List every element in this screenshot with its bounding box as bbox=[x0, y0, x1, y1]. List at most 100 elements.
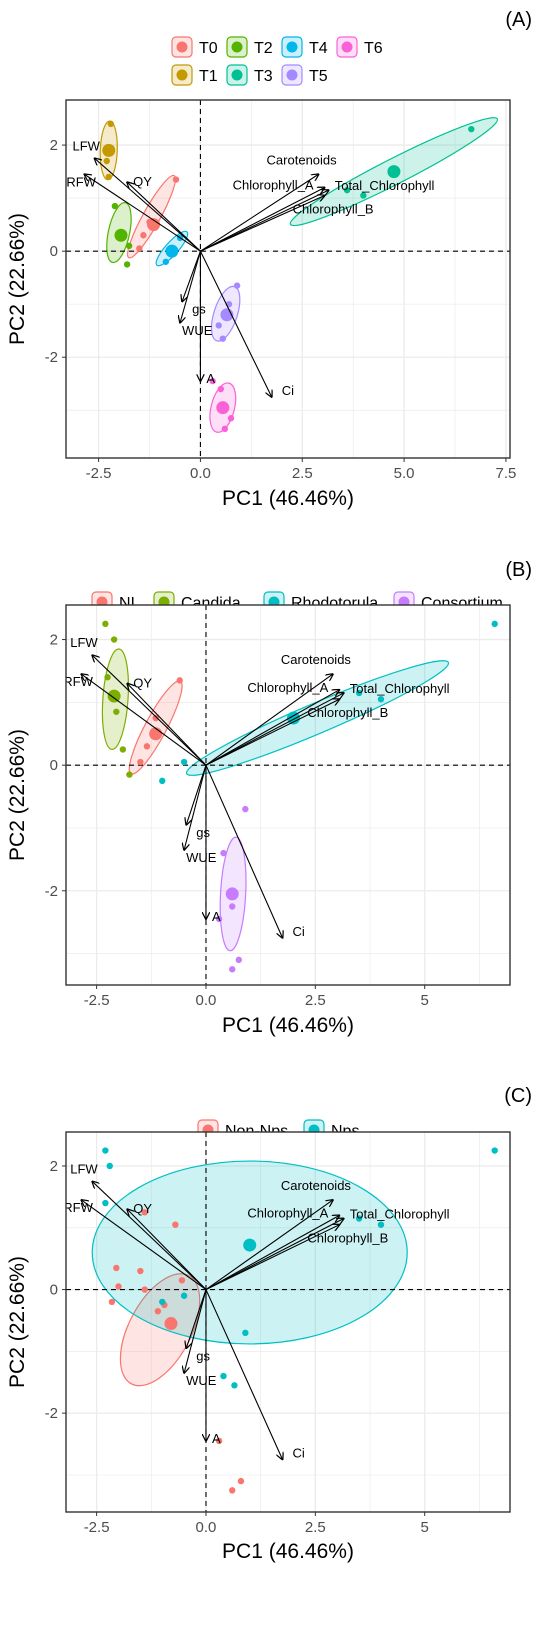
loading-arrow bbox=[205, 699, 339, 766]
centroid-t0 bbox=[147, 218, 161, 232]
centroid-non-nps bbox=[164, 1317, 178, 1331]
loading-arrow bbox=[200, 195, 324, 252]
loading-wue: WUE bbox=[184, 1289, 217, 1388]
loading-label: QY bbox=[133, 174, 152, 189]
legend-key-point bbox=[286, 41, 298, 53]
loading-wue: WUE bbox=[184, 765, 217, 865]
loading-lfw: LFW bbox=[70, 635, 207, 766]
loading-arrow bbox=[184, 1289, 207, 1373]
loading-label: QY bbox=[133, 676, 152, 691]
legend-label: T0 bbox=[199, 40, 218, 57]
point-nps bbox=[102, 1199, 109, 1207]
centroid-candida bbox=[107, 689, 121, 703]
y-axis-label: PC2 (22.66%) bbox=[6, 213, 29, 345]
pca-panel-1: (A) T0 T2 T4 T6 T1 T3 T5 LFW RFW QY Carotenoids Chlo… bbox=[6, 9, 532, 510]
loading-label: Carotenoids bbox=[281, 1178, 352, 1193]
ellipse-nps bbox=[91, 1160, 408, 1345]
loading-chlorophyll-b: Chlorophyll_B bbox=[205, 699, 388, 766]
point-non-nps bbox=[141, 1209, 148, 1216]
x-tick-label: 5 bbox=[421, 992, 429, 1009]
loading-rfw: RFW bbox=[66, 174, 201, 252]
loading-arrow bbox=[92, 1181, 207, 1290]
x-tick-label: -2.5 bbox=[84, 992, 110, 1009]
loading-label: Chlorophyll_B bbox=[293, 201, 374, 216]
loading-label: Chlorophyll_A bbox=[247, 1205, 328, 1220]
plot-border bbox=[65, 604, 511, 986]
loading-label: QY bbox=[133, 1201, 152, 1216]
point-t6 bbox=[227, 415, 235, 422]
loading-label: RFW bbox=[66, 174, 96, 189]
loading-arrow bbox=[180, 251, 201, 323]
centroid-t4 bbox=[165, 244, 179, 258]
legend-label: T3 bbox=[254, 68, 273, 85]
y-tick-label: 2 bbox=[50, 1158, 58, 1175]
point-t3 bbox=[343, 186, 351, 194]
loading-label: LFW bbox=[70, 635, 98, 650]
loading-label: Chlorophyll_A bbox=[247, 680, 328, 695]
loading-label: WUE bbox=[182, 323, 213, 338]
plot-border bbox=[65, 1131, 511, 1513]
legend: T0 T2 T4 T6 T1 T3 T5 bbox=[171, 36, 383, 86]
legend-key-point bbox=[176, 41, 188, 53]
loading-arrow bbox=[199, 250, 271, 397]
panel-label: (A) bbox=[505, 9, 532, 31]
point-t0 bbox=[136, 245, 143, 252]
loading-arrow bbox=[127, 1209, 207, 1290]
centroid-t3 bbox=[387, 165, 401, 179]
loading-chlorophyll-b: Chlorophyll_B bbox=[205, 1225, 388, 1291]
plot-border bbox=[65, 99, 511, 459]
plot-background bbox=[66, 100, 510, 458]
point-nps bbox=[159, 1298, 166, 1306]
x-axis-label: PC1 (46.46%) bbox=[222, 487, 354, 510]
loading-arrow bbox=[127, 182, 201, 252]
loading-arrow bbox=[182, 250, 201, 301]
loading-label: RFW bbox=[63, 1200, 93, 1215]
loading-label: WUE bbox=[186, 850, 217, 865]
point-non-nps bbox=[229, 1487, 236, 1494]
loading-arrow bbox=[81, 674, 207, 766]
point-candida bbox=[102, 620, 109, 628]
loading-total-chlorophyll: Total_Chlorophyll bbox=[205, 681, 450, 766]
x-tick-label: 0.0 bbox=[196, 992, 217, 1009]
loading-arrow bbox=[205, 674, 333, 766]
point-non-nps bbox=[108, 1298, 116, 1306]
point-rhodotorula bbox=[180, 758, 188, 766]
loading-label: gs bbox=[196, 825, 210, 840]
x-tick-label: 2.5 bbox=[305, 992, 326, 1009]
loading-gs: gs bbox=[186, 1289, 211, 1363]
loading-arrow bbox=[127, 684, 207, 766]
loading-label: Ci bbox=[293, 1445, 305, 1460]
point-t1 bbox=[105, 173, 112, 181]
point-t2 bbox=[111, 202, 119, 210]
centroid-consortium bbox=[225, 887, 239, 901]
loading-arrow bbox=[84, 174, 201, 252]
centroid-t2 bbox=[114, 228, 128, 242]
x-tick-label: 0.0 bbox=[190, 465, 211, 482]
loading-arrow bbox=[205, 693, 344, 766]
loading-arrow bbox=[205, 1200, 333, 1291]
ellipse-rhodotorula bbox=[185, 660, 450, 776]
point-candida bbox=[110, 636, 118, 643]
plot-content: LFW RFW QY Carotenoids Chlorophyll_A Total_Ch… bbox=[66, 605, 510, 985]
legend-key-point bbox=[176, 69, 188, 81]
loading-chlorophyll-a: Chlorophyll_A bbox=[205, 680, 339, 766]
loading-label: A bbox=[206, 371, 215, 386]
point-nps bbox=[377, 1221, 385, 1228]
loading-carotenoids: Carotenoids bbox=[205, 652, 351, 766]
loading-arrow bbox=[200, 174, 318, 252]
point-nps bbox=[106, 1162, 113, 1170]
y-tick-label: 2 bbox=[50, 632, 58, 649]
loading-a: A bbox=[200, 251, 215, 386]
y-axis-label: PC2 (22.66%) bbox=[6, 729, 29, 861]
loading-label: gs bbox=[196, 1348, 210, 1363]
point-t2 bbox=[125, 242, 133, 250]
point-t1 bbox=[107, 120, 115, 128]
x-tick-label: 7.5 bbox=[495, 465, 516, 482]
legend-item-t5: T5 bbox=[281, 64, 328, 86]
loading-lfw: LFW bbox=[70, 1161, 207, 1290]
loading-chlorophyll-a: Chlorophyll_A bbox=[205, 1205, 339, 1291]
centroid-t6 bbox=[216, 401, 230, 415]
point-ni bbox=[143, 743, 151, 750]
point-t2 bbox=[123, 261, 131, 268]
